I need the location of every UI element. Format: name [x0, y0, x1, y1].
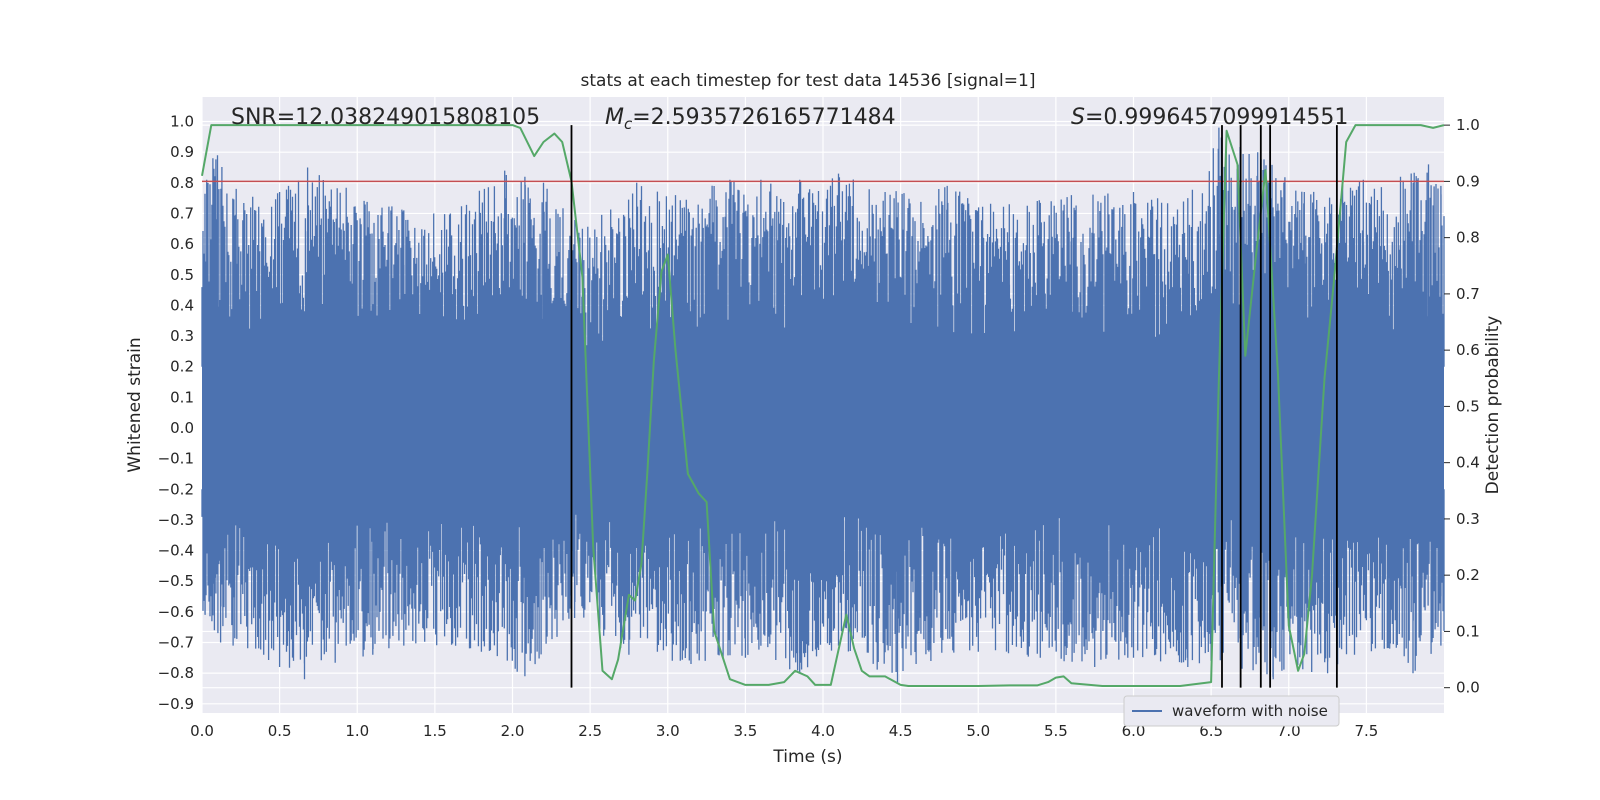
y-tick-label: −0.6: [158, 603, 194, 621]
x-axis-label: Time (s): [772, 747, 842, 767]
x-tick-label: 2.0: [501, 722, 525, 740]
y2-tick-label: 0.6: [1456, 341, 1480, 359]
y-tick-label: −0.5: [158, 572, 194, 590]
y-tick-label: 0.7: [170, 204, 194, 222]
y2-axis-label: Detection probability: [1483, 316, 1503, 495]
x-tick-label: 0.0: [190, 722, 214, 740]
s-value: =0.9996457099914551: [1085, 105, 1348, 130]
x-tick-label: 4.0: [811, 722, 835, 740]
legend: waveform with noise: [1123, 695, 1340, 727]
waveform-lower-spikes: [201, 489, 1445, 683]
mc-subscript: c: [624, 115, 633, 133]
y-tick-label: −0.2: [158, 480, 194, 498]
mc-value: =2.5935726165771484: [632, 105, 895, 130]
x-tick-label: 3.5: [733, 722, 757, 740]
waveform-series: [201, 127, 1445, 683]
probability-series: [201, 124, 1445, 687]
x-tick-label: 3.0: [656, 722, 680, 740]
y-tick-label: −0.3: [158, 511, 194, 529]
legend-box: [1123, 695, 1340, 727]
x-tick-label: 1.5: [423, 722, 447, 740]
y2-tick-label: 0.8: [1456, 229, 1480, 247]
y-tick-label: −0.4: [158, 542, 194, 560]
x-tick-label: 5.0: [966, 722, 990, 740]
y-tick-label: 0.8: [170, 174, 194, 192]
legend-label-waveform: waveform with noise: [1172, 702, 1328, 720]
y2-tick-label: 0.4: [1456, 454, 1480, 472]
y2-tick-label: 0.0: [1456, 679, 1480, 697]
s-symbol: S: [1071, 105, 1085, 130]
y-tick-label: −0.7: [158, 634, 194, 652]
y2-tick-label: 0.2: [1456, 566, 1480, 584]
y-tick-label: 0.9: [170, 143, 194, 161]
waveform-core-band: [202, 345, 1444, 511]
y-tick-label: −0.8: [158, 664, 194, 682]
y-tick-label: 0.2: [170, 358, 194, 376]
y2-tick-label: 0.5: [1456, 397, 1480, 415]
y-tick-label: 0.3: [170, 327, 194, 345]
y-tick-label: 0.6: [170, 235, 194, 253]
snr-annotation: SNR=12.038249015808105: [231, 105, 540, 130]
waveform-upper-spikes: [201, 127, 1445, 367]
y-tick-label: 0.5: [170, 266, 194, 284]
x-tick-label: 5.5: [1044, 722, 1068, 740]
y2-tick-label: 0.1: [1456, 622, 1480, 640]
x-tick-label: 1.0: [345, 722, 369, 740]
x-tick-label: 7.5: [1354, 722, 1378, 740]
probability-line: [201, 124, 1445, 687]
y2-tick-label: 0.3: [1456, 510, 1480, 528]
y-tick-label: −0.9: [158, 695, 194, 713]
mc-symbol: M: [605, 105, 624, 130]
y-tick-label: −0.1: [158, 450, 194, 468]
y-tick-label: 1.0: [170, 113, 194, 131]
y2-tick-label: 0.9: [1456, 172, 1480, 190]
y-tick-label: 0.4: [170, 296, 194, 314]
y-tick-label: 0.1: [170, 388, 194, 406]
x-tick-label: 4.5: [889, 722, 913, 740]
y2-tick-label: 0.7: [1456, 285, 1480, 303]
chart-title: stats at each timestep for test data 145…: [581, 71, 1036, 91]
axis-ticks: 0.0 0.5 1.0 1.5 2.0 2.5 3.0 3.5 4.0 4.5 5.0 5.5 6.0 6…: [158, 113, 1480, 740]
y-axis-label: Whitened strain: [125, 337, 145, 472]
x-tick-label: 2.5: [578, 722, 602, 740]
y2-tick-label: 1.0: [1456, 116, 1480, 134]
s-annotation: S=0.9996457099914551: [1071, 105, 1348, 130]
trigger-markers: [570, 125, 1338, 688]
y-tick-label: 0.0: [170, 419, 194, 437]
mc-annotation: Mc=2.5935726165771484: [605, 105, 896, 133]
x-tick-label: 0.5: [268, 722, 292, 740]
